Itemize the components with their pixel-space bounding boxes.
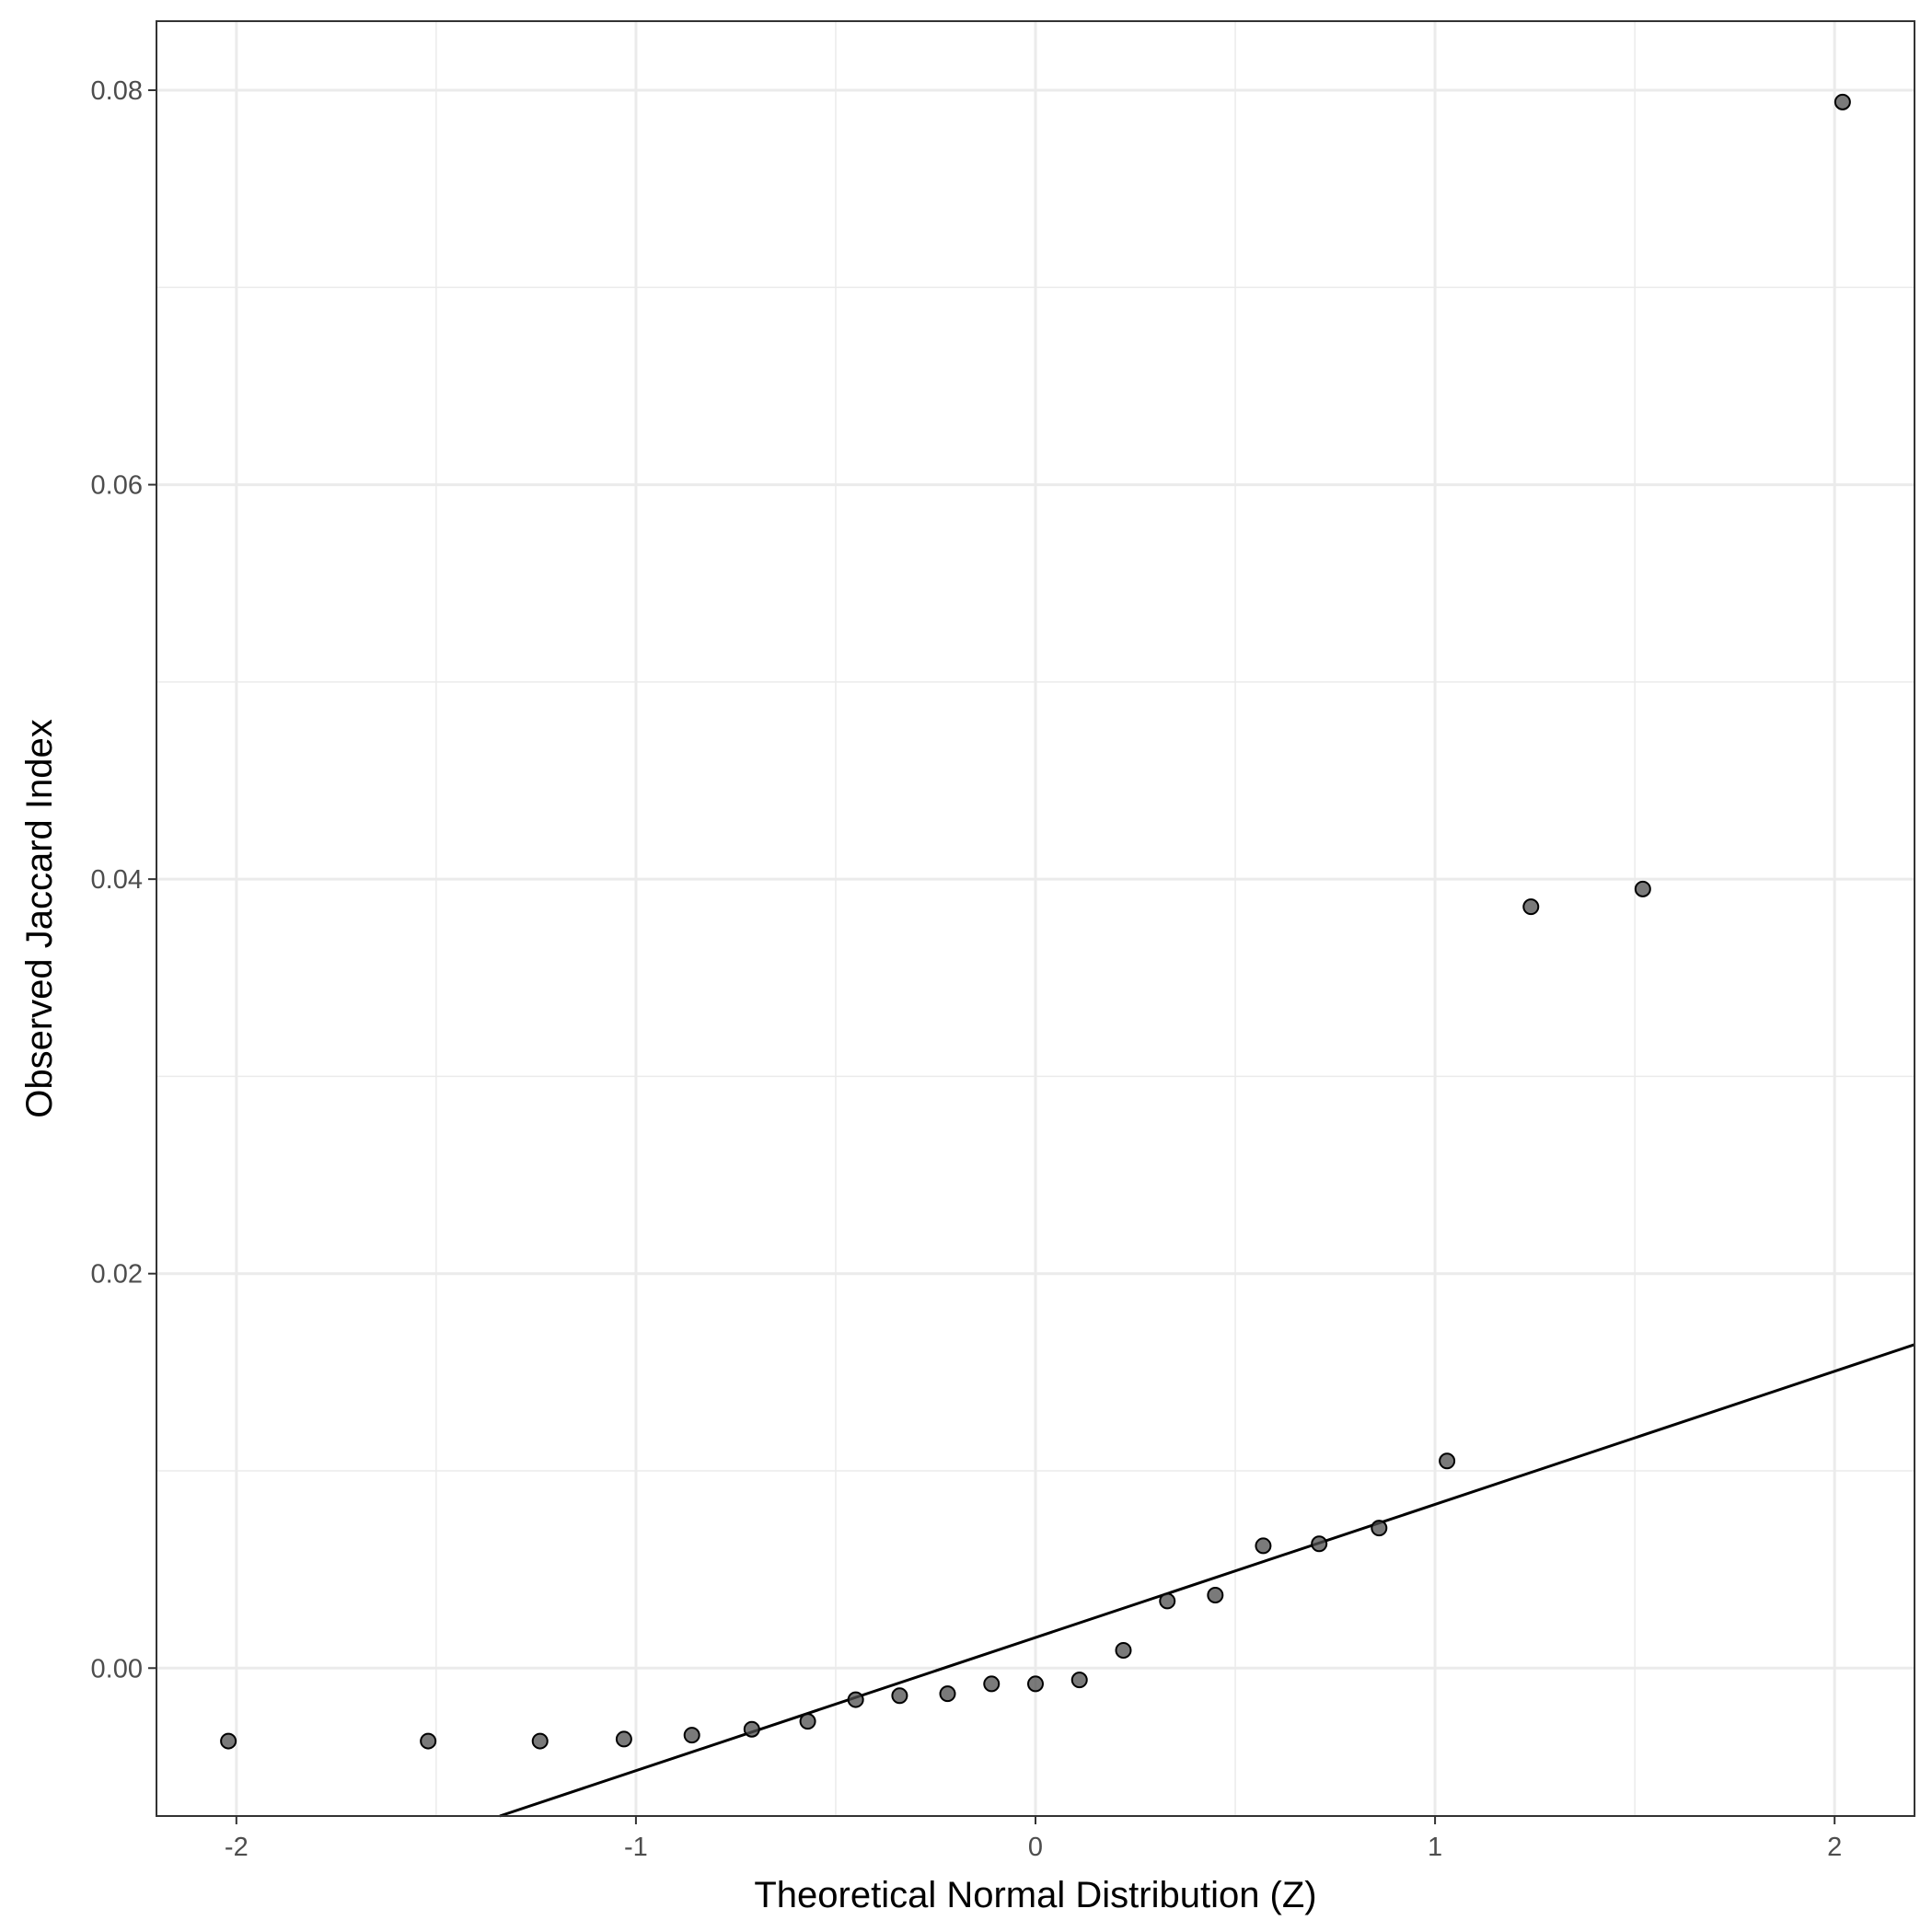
y-tick-label: 0.02 <box>91 1260 143 1290</box>
x-tick-label: 0 <box>1028 1833 1043 1862</box>
data-point <box>220 1732 237 1750</box>
major-grid <box>156 21 1915 1816</box>
data-point <box>420 1732 437 1750</box>
y-axis-ticks: 0.00 0.02 0.04 0.06 0.08 <box>91 76 156 1683</box>
data-point <box>1834 93 1851 110</box>
data-point <box>1439 1452 1456 1470</box>
x-tick-label: 2 <box>1827 1833 1842 1862</box>
data-point <box>1311 1535 1328 1553</box>
data-point <box>1027 1675 1044 1693</box>
y-tick-label: 0.08 <box>91 76 143 106</box>
x-tick-label: 1 <box>1428 1833 1442 1862</box>
data-point <box>983 1675 1001 1693</box>
data-point <box>1255 1537 1272 1555</box>
data-point <box>1634 880 1651 897</box>
data-point <box>615 1730 632 1748</box>
x-axis-title: Theoretical Normal Distribution (Z) <box>754 1875 1316 1915</box>
data-point <box>799 1713 816 1730</box>
data-point <box>939 1685 956 1703</box>
data-point <box>1371 1520 1388 1537</box>
data-point <box>743 1720 760 1738</box>
data-point <box>891 1687 908 1705</box>
data-point <box>1207 1587 1224 1603</box>
data-point <box>683 1727 700 1744</box>
x-axis-ticks: -2 -1 0 1 2 <box>225 1816 1842 1862</box>
data-point <box>1522 898 1540 916</box>
data-point <box>847 1691 864 1708</box>
data-point <box>1115 1642 1132 1659</box>
x-tick-label: -2 <box>225 1833 249 1862</box>
y-tick-label: 0.00 <box>91 1654 143 1683</box>
points-layer <box>220 93 1851 1750</box>
y-axis-title: Observed Jaccard Index <box>19 719 60 1118</box>
y-tick-label: 0.04 <box>91 865 143 895</box>
data-point <box>1070 1672 1088 1689</box>
x-tick-label: -1 <box>624 1833 648 1862</box>
reference-line-layer <box>499 1343 1915 1818</box>
data-point <box>1159 1592 1176 1610</box>
data-point <box>531 1732 549 1750</box>
y-tick-label: 0.06 <box>91 471 143 501</box>
reference-line <box>499 1343 1915 1818</box>
